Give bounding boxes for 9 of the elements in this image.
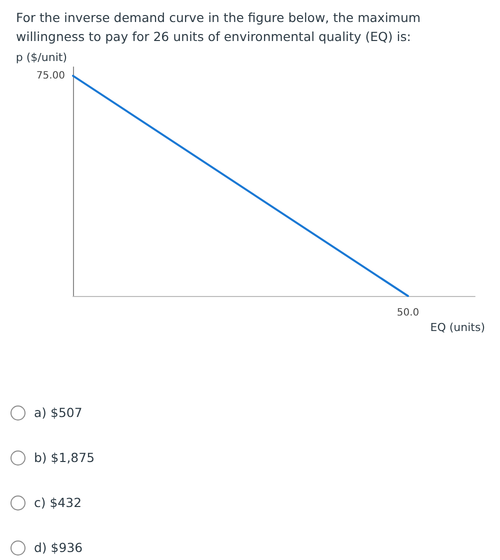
x-axis-title: EQ (units)	[430, 321, 485, 334]
text: a) $507	[34, 405, 82, 420]
y-axis-title: p ($/unit)	[16, 51, 67, 64]
text: d) $936	[34, 540, 83, 555]
text: c) $432	[34, 495, 82, 510]
chart-title: For the inverse demand curve in the figure below, the maximum willingness to pay for 26 units of environmental quality (EQ) is:	[16, 9, 422, 46]
data-label: 75.00	[36, 70, 65, 82]
text: b) $1,875	[34, 450, 95, 465]
annotation: 50.0	[396, 308, 420, 318]
